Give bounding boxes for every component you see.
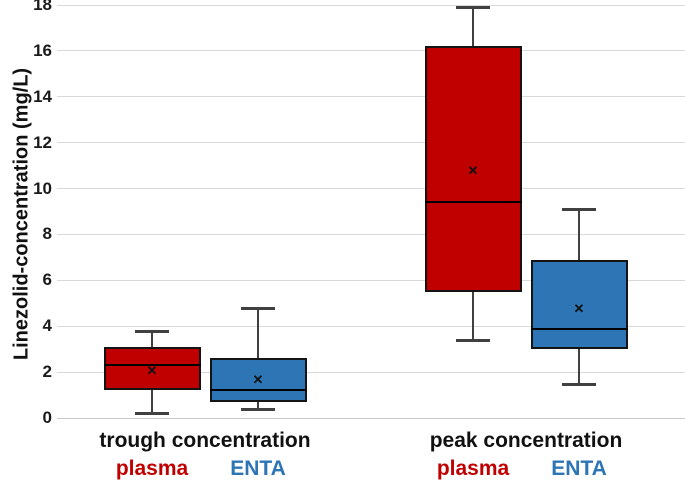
series-label-ENTA-trough: ENTA bbox=[230, 457, 286, 480]
gridline-y-10 bbox=[57, 188, 685, 190]
group-label-peak: peak concentration bbox=[429, 429, 623, 452]
y-tick-label-12: 12 bbox=[33, 132, 52, 152]
lower-whisker-ENTA-peak bbox=[578, 349, 580, 384]
max-cap-ENTA-trough bbox=[241, 306, 275, 310]
median-line-ENTA-peak bbox=[530, 327, 628, 330]
median-line-plasma-peak bbox=[424, 201, 522, 204]
box-plasma-peak bbox=[424, 46, 522, 292]
y-tick-label-16: 16 bbox=[33, 40, 52, 60]
gridline-y-4 bbox=[57, 325, 685, 327]
median-line-ENTA-trough bbox=[209, 389, 307, 392]
max-cap-ENTA-peak bbox=[562, 208, 596, 212]
y-tick-label-8: 8 bbox=[42, 224, 52, 244]
y-tick-label-0: 0 bbox=[42, 408, 52, 427]
y-tick-label-2: 2 bbox=[42, 362, 52, 382]
gridline-y-12 bbox=[57, 142, 685, 144]
box-ENTA-trough bbox=[209, 358, 307, 402]
plot-area: ✕ ✕ ✕ ✕ bbox=[57, 4, 685, 419]
y-tick-label-4: 4 bbox=[42, 316, 52, 336]
upper-whisker-ENTA-trough bbox=[257, 307, 259, 359]
max-cap-plasma-trough bbox=[135, 329, 169, 333]
gridline-y-6 bbox=[57, 279, 685, 281]
lower-whisker-plasma-trough bbox=[151, 390, 153, 414]
min-cap-ENTA-trough bbox=[241, 407, 275, 411]
box-ENTA-peak bbox=[530, 259, 628, 350]
gridline-y-18 bbox=[57, 4, 685, 6]
mean-marker-ENTA-trough: ✕ bbox=[252, 371, 264, 387]
upper-whisker-ENTA-peak bbox=[578, 209, 580, 260]
median-line-plasma-trough bbox=[103, 364, 201, 367]
series-label-plasma-peak: plasma bbox=[436, 457, 510, 480]
series-label-ENTA-peak: ENTA bbox=[551, 457, 607, 480]
min-cap-ENTA-peak bbox=[562, 382, 596, 386]
mean-marker-plasma-peak: ✕ bbox=[467, 163, 479, 179]
series-label-plasma-trough: plasma bbox=[115, 457, 189, 480]
y-tick-label-18: 18 bbox=[33, 0, 52, 14]
mean-marker-plasma-trough: ✕ bbox=[146, 362, 158, 378]
gridline-y-16 bbox=[57, 50, 685, 52]
mean-marker-ENTA-peak: ✕ bbox=[573, 300, 585, 316]
gridline-y-2 bbox=[57, 371, 685, 373]
y-tick-label-6: 6 bbox=[42, 270, 52, 290]
lower-whisker-plasma-peak bbox=[472, 291, 474, 340]
gridline-y-14 bbox=[57, 96, 685, 98]
upper-whisker-plasma-peak bbox=[472, 7, 474, 47]
gridline-y-8 bbox=[57, 233, 685, 235]
min-cap-plasma-trough bbox=[135, 412, 169, 416]
lower-whisker-ENTA-trough bbox=[257, 401, 259, 409]
box-plasma-trough bbox=[103, 346, 201, 391]
y-axis-title: Linezolid-concentration (mg/L) bbox=[10, 67, 33, 361]
y-tick-label-14: 14 bbox=[33, 86, 52, 106]
min-cap-plasma-peak bbox=[456, 338, 490, 342]
group-label-trough: trough concentration bbox=[99, 429, 311, 452]
upper-whisker-plasma-trough bbox=[151, 330, 153, 347]
max-cap-plasma-peak bbox=[456, 6, 490, 10]
y-tick-label-10: 10 bbox=[33, 178, 52, 198]
gridline-y-0 bbox=[57, 417, 685, 419]
